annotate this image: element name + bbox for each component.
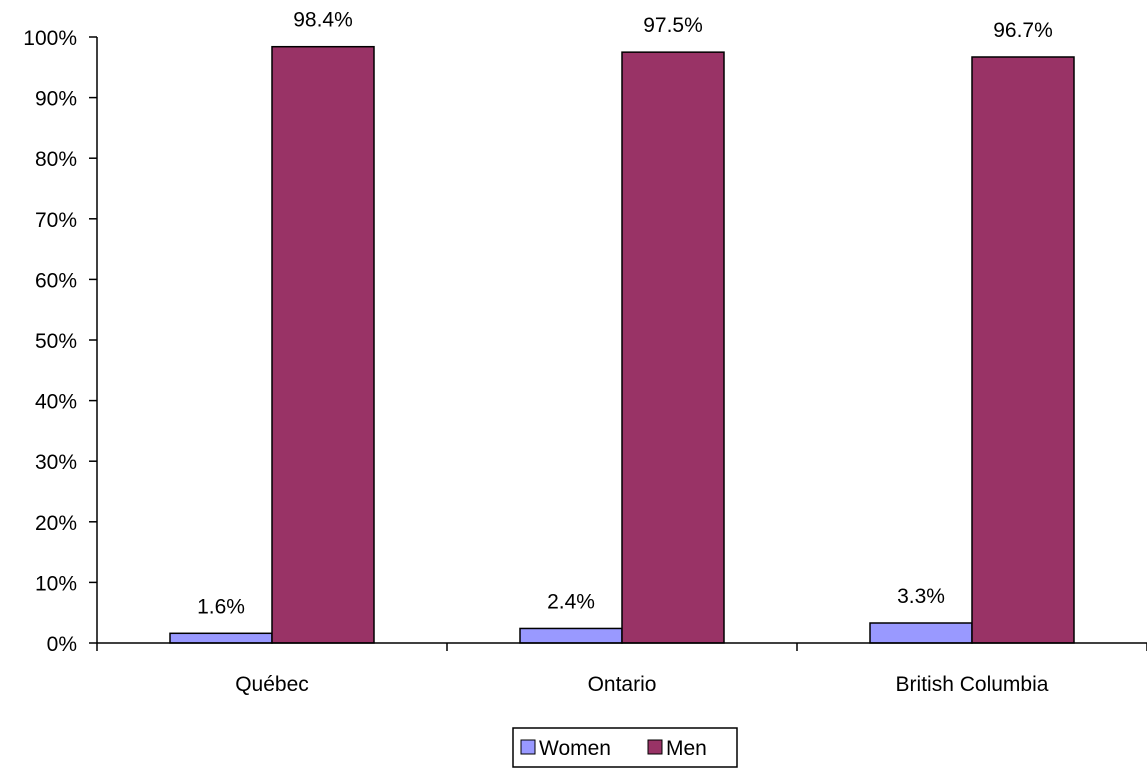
bars (169, 45, 1075, 644)
data-labels: 1.6% 98.4% 2.4% 97.5% 3.3% 96.7% (197, 9, 1053, 619)
y-tick-label: 60% (35, 269, 77, 292)
legend-frame (512, 727, 738, 768)
y-tick-label: 10% (35, 572, 77, 595)
legend-swatch-men (647, 739, 663, 755)
data-label: 98.4% (293, 9, 353, 32)
y-tick-label: 90% (35, 88, 77, 111)
bar-women (169, 632, 273, 644)
data-label: 96.7% (993, 19, 1053, 42)
bar-women (869, 622, 973, 644)
legend-swatch-women (520, 739, 536, 755)
y-axis-ticks: 0% 10% 20% 30% 40% 50% 60% 70% 80% 90% 100% (23, 27, 97, 656)
bar-men (971, 56, 1075, 644)
y-tick-label: 50% (35, 330, 77, 353)
y-tick-label: 0% (47, 633, 77, 656)
y-tick-label: 20% (35, 512, 77, 535)
y-tick-label: 30% (35, 451, 77, 474)
data-label: 1.6% (197, 595, 245, 618)
y-tick-label: 100% (23, 27, 77, 50)
legend: Women Men (512, 727, 738, 768)
legend-label-women: Women (539, 737, 611, 760)
bar-men (271, 45, 375, 644)
y-tick-label: 80% (35, 148, 77, 171)
bar-men (621, 51, 725, 644)
x-tick-label: Ontario (588, 673, 657, 696)
data-label: 3.3% (897, 585, 945, 608)
y-tick-label: 40% (35, 391, 77, 414)
x-tick-label: Québec (235, 673, 309, 696)
legend-label-men: Men (666, 737, 707, 760)
data-label: 97.5% (643, 14, 703, 37)
x-axis-ticks: Québec Ontario British Columbia (96, 643, 1147, 696)
bar-women (519, 627, 623, 644)
y-tick-label: 70% (35, 209, 77, 232)
data-label: 2.4% (547, 590, 595, 613)
x-tick-label: British Columbia (896, 673, 1049, 696)
